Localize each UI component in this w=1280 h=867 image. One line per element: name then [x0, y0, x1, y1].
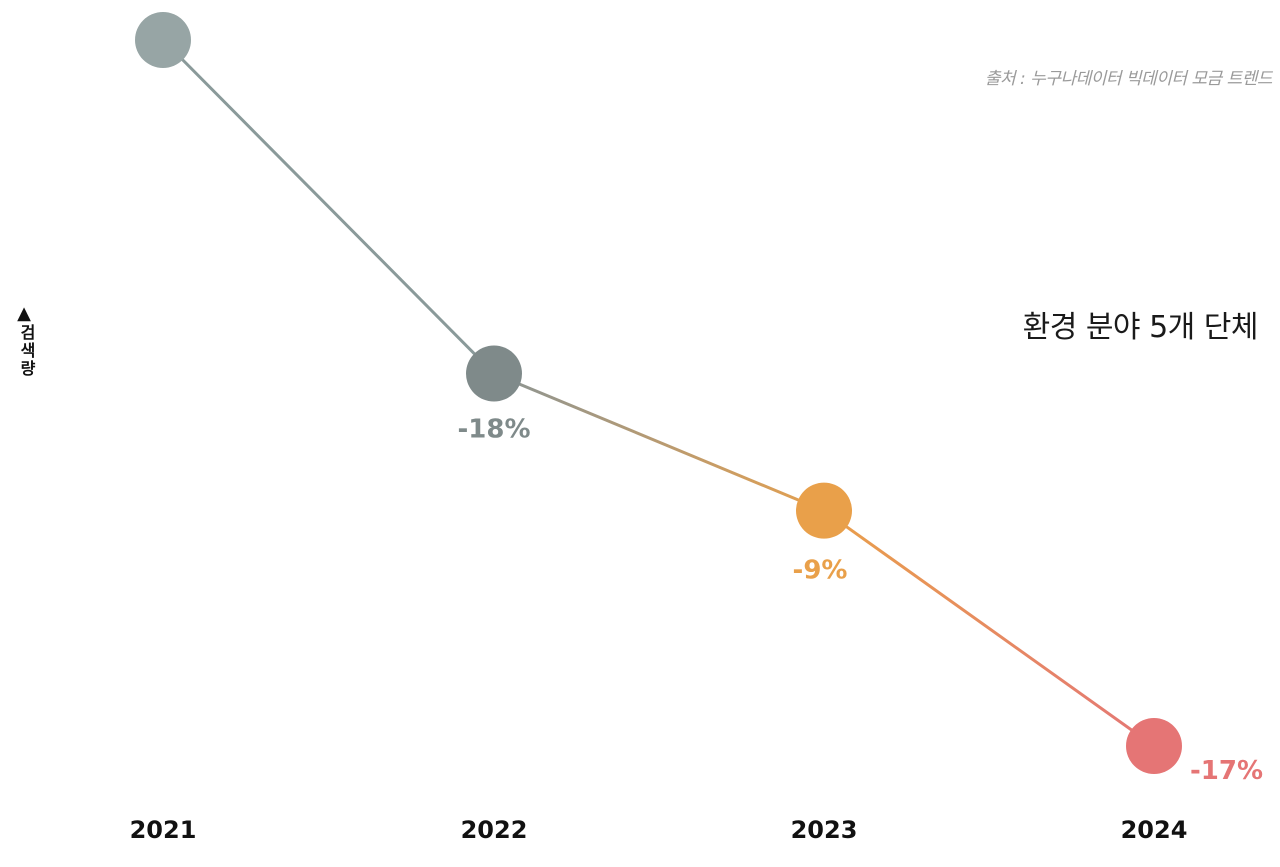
data-label: -17%	[1190, 756, 1263, 786]
source-note: 출처 : 누구나데이터 빅데이터 모금 트렌드	[984, 69, 1273, 89]
y-axis-arrow-icon: ▲	[17, 303, 31, 324]
data-point	[466, 345, 522, 402]
x-tick-label: 2022	[461, 816, 528, 844]
series-label: 환경 분야 5개 단체	[1022, 310, 1259, 345]
series-line-segment	[161, 38, 496, 375]
x-tick-label: 2024	[1121, 816, 1188, 844]
y-axis-label-text: 검색량	[17, 324, 36, 378]
y-axis-label: ▲ 검색량	[14, 303, 36, 379]
x-tick-label: 2021	[130, 816, 197, 844]
data-label: -18%	[457, 415, 530, 445]
series-line-segment	[823, 509, 1155, 748]
data-point	[796, 482, 852, 539]
x-tick-label: 2023	[791, 816, 858, 844]
data-point	[1126, 718, 1182, 774]
data-label: -9%	[793, 556, 848, 586]
series-line-segment	[493, 372, 825, 513]
data-point	[135, 12, 191, 68]
